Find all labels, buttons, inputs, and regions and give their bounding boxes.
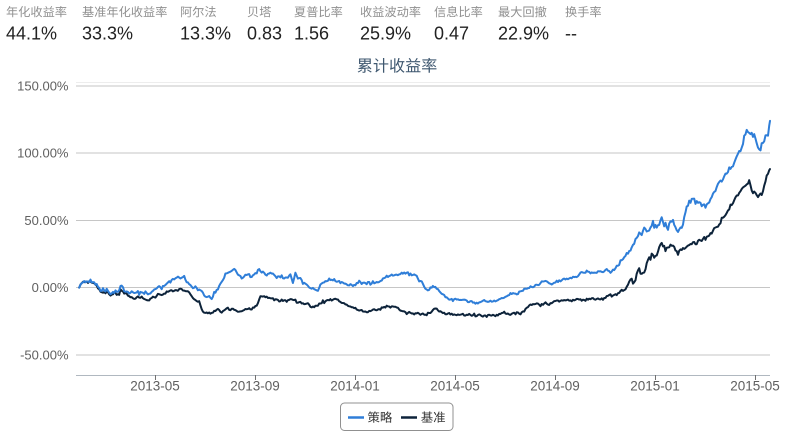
svg-text:2013-05: 2013-05 [130,379,180,394]
svg-text:0.83: 0.83 [247,24,282,44]
svg-text:2014-01: 2014-01 [330,379,380,394]
svg-text:--: -- [565,24,577,44]
svg-text:100.00%: 100.00% [17,146,69,161]
svg-text:50.00%: 50.00% [24,213,69,228]
svg-text:0.00%: 0.00% [32,280,69,295]
svg-text:0.47: 0.47 [434,24,469,44]
svg-text:22.9%: 22.9% [498,24,549,44]
svg-text:2015-05: 2015-05 [730,379,780,394]
svg-text:2014-05: 2014-05 [430,379,480,394]
svg-text:2014-09: 2014-09 [530,379,580,394]
svg-text:150.00%: 150.00% [17,79,69,94]
svg-text:1.56: 1.56 [294,24,329,44]
svg-text:33.3%: 33.3% [82,24,133,44]
svg-text:2015-01: 2015-01 [630,379,680,394]
svg-text:44.1%: 44.1% [6,24,57,44]
svg-text:25.9%: 25.9% [360,24,411,44]
svg-text:2013-09: 2013-09 [230,379,280,394]
svg-text:13.3%: 13.3% [180,24,231,44]
svg-text:-50.00%: -50.00% [20,347,69,362]
